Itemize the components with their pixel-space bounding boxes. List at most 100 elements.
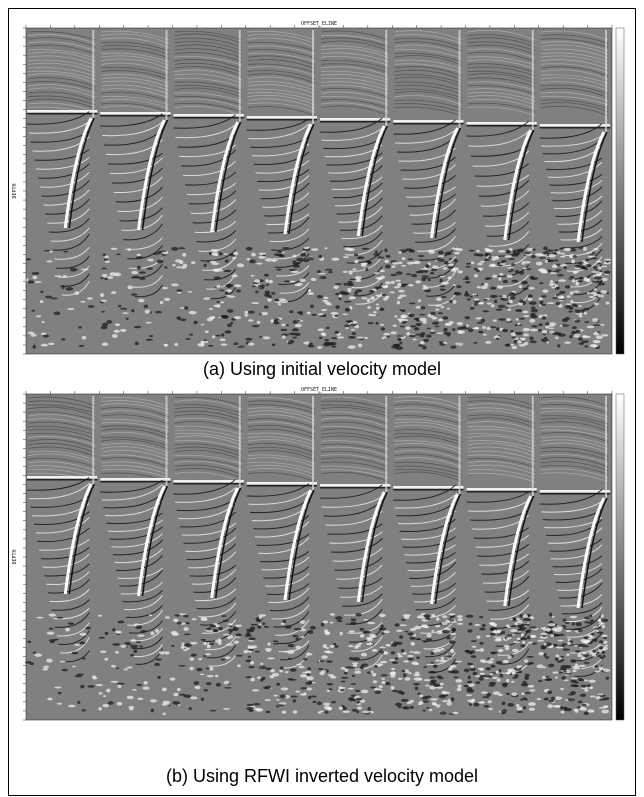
reflection-event	[467, 464, 535, 475]
noise-speckle	[432, 321, 440, 325]
noise-speckle	[545, 325, 550, 329]
reflection-event	[101, 77, 169, 88]
noise-speckle	[61, 285, 65, 290]
reflection-event	[56, 622, 90, 637]
reflection-event	[540, 429, 609, 439]
reflection-event	[394, 440, 462, 450]
noise-speckle	[390, 273, 398, 277]
image-border	[25, 27, 613, 355]
noise-speckle	[488, 622, 495, 625]
noise-speckle	[107, 701, 114, 705]
reflection-event	[413, 588, 456, 603]
noise-speckle	[324, 247, 328, 250]
noise-speckle	[112, 627, 116, 632]
top-axis-title: OFFSET_ELINE	[301, 387, 337, 393]
noise-speckle	[473, 341, 478, 344]
noise-speckle	[480, 318, 486, 323]
noise-speckle	[582, 334, 588, 339]
noise-speckle	[176, 316, 181, 321]
reflection-event	[27, 421, 96, 432]
reflection-event	[467, 414, 535, 425]
noise-speckle	[512, 641, 521, 644]
noise-speckle	[350, 618, 357, 622]
noise-speckle	[438, 694, 447, 699]
noise-speckle	[206, 260, 210, 263]
reflection-event	[247, 106, 316, 116]
noise-speckle	[436, 332, 444, 335]
noise-speckle	[225, 643, 234, 646]
noise-speckle	[478, 677, 484, 681]
reflection-event	[467, 428, 535, 439]
noise-speckle	[560, 664, 568, 669]
noise-speckle	[476, 249, 480, 253]
noise-speckle	[536, 698, 542, 701]
noise-speckle	[524, 618, 532, 622]
noise-speckle	[237, 345, 245, 348]
noise-speckle	[483, 298, 488, 301]
noise-speckle	[351, 332, 356, 336]
noise-speckle	[513, 667, 522, 671]
noise-speckle	[588, 253, 594, 255]
noise-speckle	[415, 671, 420, 676]
noise-speckle	[347, 289, 352, 293]
noise-speckle	[516, 637, 521, 641]
reflection-event	[101, 454, 169, 464]
noise-speckle	[182, 263, 188, 268]
noise-speckle	[422, 338, 430, 343]
noise-speckle	[267, 642, 271, 646]
reflection-event	[174, 468, 242, 479]
noise-speckle	[398, 289, 405, 293]
reflection-event	[467, 37, 535, 48]
reflection-event	[101, 468, 169, 479]
noise-speckle	[82, 657, 86, 660]
noise-speckle	[510, 292, 515, 295]
reflection-event	[174, 432, 242, 443]
noise-speckle	[317, 328, 324, 332]
noise-speckle	[589, 295, 595, 299]
reflection-event	[258, 175, 310, 191]
reflection-event	[394, 37, 462, 48]
noise-speckle	[306, 673, 311, 676]
reflection-event	[101, 422, 169, 432]
reflection-event	[354, 654, 383, 670]
reflection-event	[204, 268, 237, 281]
reflection-event	[394, 49, 462, 59]
noise-speckle	[265, 667, 273, 671]
noise-speckle	[542, 289, 549, 293]
reflection-event	[251, 504, 310, 522]
reflection-event	[425, 641, 456, 658]
reflection-event	[394, 41, 462, 52]
reflection-event	[27, 436, 96, 446]
noise-speckle	[569, 247, 577, 252]
reflection-event	[101, 457, 169, 468]
noise-speckle	[438, 677, 444, 680]
reflection-event	[28, 121, 90, 134]
noise-speckle	[595, 273, 600, 277]
reflection-event	[394, 443, 462, 454]
noise-speckle	[513, 632, 521, 635]
noise-speckle	[385, 295, 390, 299]
noise-speckle	[601, 265, 608, 268]
noise-speckle	[538, 297, 543, 301]
noise-speckle	[439, 711, 447, 715]
reflection-event	[132, 274, 163, 288]
noise-speckle	[498, 277, 502, 281]
noise-speckle	[367, 306, 372, 309]
noise-speckle	[203, 339, 208, 342]
noise-speckle	[522, 310, 529, 314]
noise-speckle	[211, 262, 220, 265]
noise-speckle	[436, 258, 445, 262]
reflection-event	[101, 465, 169, 475]
reflection-event	[320, 88, 389, 98]
noise-speckle	[505, 671, 512, 675]
noise-speckle	[154, 662, 161, 667]
noise-speckle	[477, 667, 484, 670]
noise-speckle	[516, 706, 523, 711]
reflection-event	[247, 461, 316, 472]
reflection-event	[540, 41, 609, 52]
noise-speckle	[470, 261, 475, 265]
noise-speckle	[511, 680, 515, 683]
noise-speckle	[274, 298, 280, 302]
reflection-event	[183, 527, 237, 544]
noise-speckle	[523, 315, 530, 318]
